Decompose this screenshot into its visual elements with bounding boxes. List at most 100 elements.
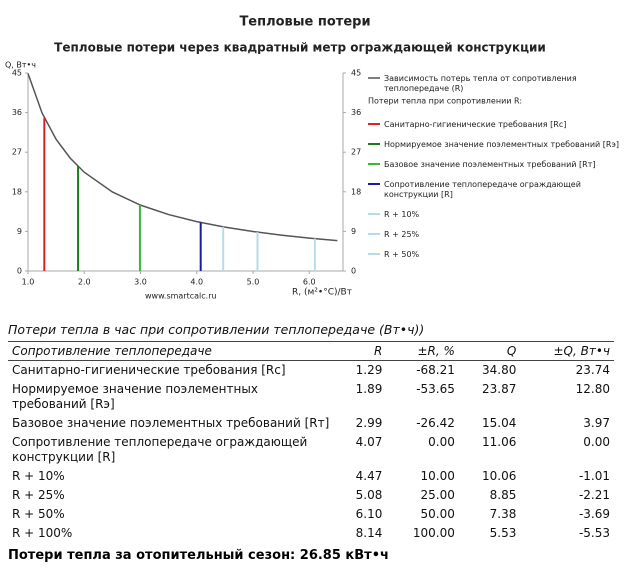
y-tick-label: 36 bbox=[12, 108, 22, 117]
y2-tick-label: 36 bbox=[351, 108, 361, 117]
table-cell: 11.06 bbox=[481, 435, 517, 449]
legend-label: Нормируемое значение поэлементных требов… bbox=[384, 140, 619, 149]
y-tick-label: 0 bbox=[17, 267, 22, 276]
table-cell: R + 100% bbox=[12, 526, 73, 540]
legend-line: R + 25% bbox=[384, 230, 420, 239]
table-row: R + 50% 6.10 50.00 7.38 -3.69 bbox=[8, 505, 614, 524]
table-cell: 10.06 bbox=[481, 469, 517, 483]
x-tick-label: 6.0 bbox=[303, 278, 316, 287]
legend-label: R + 50% bbox=[384, 250, 420, 259]
y-tick-label: 18 bbox=[12, 187, 22, 196]
table-cell: R + 10% bbox=[12, 469, 65, 483]
table-cell: 1.29 bbox=[355, 363, 383, 377]
x-axis-label: R, (м²•°C)/Вт bbox=[292, 288, 352, 298]
table-cell: 6.10 bbox=[355, 507, 383, 521]
table-row: R + 100% 8.14 100.00 5.53 -5.53 bbox=[8, 524, 614, 543]
table-row: Нормируемое значение поэлементных требов… bbox=[8, 380, 614, 414]
table-row: R + 10% 4.47 10.00 10.06 -1.01 bbox=[8, 467, 614, 486]
table-title: Потери тепла в час при сопротивлении теп… bbox=[8, 322, 425, 337]
table-cell: 100.00 bbox=[412, 526, 455, 540]
y2-tick-label: 45 bbox=[351, 69, 361, 78]
footer: Потери тепла за отопительный сезон: 26.8… bbox=[8, 548, 389, 563]
legend-line: конструкции [R] bbox=[384, 190, 453, 199]
table-header-cell: ±R, % bbox=[386, 341, 459, 361]
table-cell: 25.00 bbox=[420, 488, 455, 502]
table-header-cell: R bbox=[336, 341, 387, 361]
table-cell: 7.38 bbox=[489, 507, 517, 521]
y-axis-label: Q, Вт•ч bbox=[5, 61, 36, 70]
legend-line: Санитарно-гигиенические требования [Rс] bbox=[384, 120, 566, 129]
table-cell: -3.69 bbox=[578, 507, 610, 521]
x-tick-label: 1.0 bbox=[22, 278, 35, 287]
table-cell: 23.74 bbox=[575, 363, 610, 377]
table-cell: 2.99 bbox=[355, 416, 383, 430]
table-cell: 23.87 bbox=[481, 382, 517, 396]
table-cell: -5.53 bbox=[578, 526, 610, 540]
legend-line: Нормируемое значение поэлементных требов… bbox=[384, 140, 619, 149]
legend-label: R + 25% bbox=[384, 230, 420, 239]
table-cell: 5.08 bbox=[355, 488, 383, 502]
x-tick-label: 2.0 bbox=[78, 278, 91, 287]
y2-tick-label: 9 bbox=[351, 227, 356, 236]
table-cell: -2.21 bbox=[578, 488, 610, 502]
table-header-cell: Сопротивление теплопередаче bbox=[8, 341, 336, 361]
table-cell: 8.85 bbox=[489, 488, 517, 502]
table-cell: 0.00 bbox=[583, 435, 610, 449]
table-cell: 3.97 bbox=[583, 416, 610, 430]
y2-tick-label: 0 bbox=[351, 267, 356, 276]
table-header-cell: Q bbox=[458, 341, 521, 361]
curve bbox=[27, 73, 338, 242]
table: Сопротивление теплопередаче R ±R, % Q ±Q, Вт… bbox=[8, 341, 614, 543]
legend-line: Зависимость потерь тепла от сопротивлени… bbox=[384, 74, 577, 83]
table-cell: 15.04 bbox=[481, 416, 517, 430]
table-cell: 34.80 bbox=[481, 363, 517, 377]
legend-label: Санитарно-гигиенические требования [Rс] bbox=[384, 120, 566, 129]
x-tick-label: 4.0 bbox=[190, 278, 203, 287]
y-tick-label: 27 bbox=[12, 148, 22, 157]
table-cell: 1.89 bbox=[355, 382, 383, 396]
watermark: www.smartcalc.ru bbox=[145, 292, 217, 301]
chart: Тепловые потери Тепловые потери через кв… bbox=[5, 15, 619, 301]
chart-subtitle: Тепловые потери через квадратный метр ог… bbox=[54, 41, 546, 55]
chart-title: Тепловые потери bbox=[239, 15, 370, 30]
table-cell: Нормируемое значение поэлементных требов… bbox=[12, 382, 258, 411]
legend-line: Сопротивление теплопередаче ограждающей bbox=[384, 180, 581, 189]
legend-label: Сопротивление теплопередаче ограждающей к… bbox=[384, 180, 581, 199]
table-cell: 5.53 bbox=[489, 526, 517, 540]
table-cell: -26.42 bbox=[416, 416, 455, 430]
table-cell: -1.01 bbox=[578, 469, 610, 483]
table-cell: 4.07 bbox=[355, 435, 383, 449]
table-cell: Сопротивление теплопередаче ограждающей … bbox=[12, 435, 308, 464]
table-header-cell: ±Q, Вт•ч bbox=[520, 341, 614, 361]
table-cell: R + 25% bbox=[12, 488, 65, 502]
y-tick-label: 45 bbox=[12, 69, 22, 78]
table-cell: 0.00 bbox=[428, 435, 455, 449]
table-cell: Базовое значение поэлементных требований… bbox=[12, 416, 330, 430]
table-block: Потери тепла в час при сопротивлении теп… bbox=[8, 322, 614, 543]
legend-heading: Потери тепла при сопротивлении R: bbox=[368, 97, 522, 106]
table-cell: R + 50% bbox=[12, 507, 65, 521]
table-cell: 4.47 bbox=[355, 469, 383, 483]
table-row: Сопротивление теплопередаче ограждающей … bbox=[8, 433, 614, 467]
y-tick-label: 9 bbox=[17, 227, 22, 236]
table-cell: 10.00 bbox=[420, 469, 455, 483]
y2-tick-label: 27 bbox=[351, 148, 361, 157]
legend-line: R + 10% bbox=[384, 210, 420, 219]
table-row: Базовое значение поэлементных требований… bbox=[8, 414, 614, 433]
table-row: Санитарно-гигиенические требования [Rс] 1… bbox=[8, 361, 614, 381]
x-tick-label: 3.0 bbox=[134, 278, 147, 287]
table-cell: -68.21 bbox=[416, 363, 455, 377]
table-cell: Санитарно-гигиенические требования [Rс] bbox=[12, 363, 286, 377]
x-tick-label: 5.0 bbox=[247, 278, 260, 287]
legend-label: Зависимость потерь тепла от сопротивлени… bbox=[384, 74, 577, 93]
legend-label: Базовое значение поэлементных требований… bbox=[384, 160, 596, 169]
legend-label: R + 10% bbox=[384, 210, 420, 219]
table-cell: 12.80 bbox=[575, 382, 610, 396]
y2-tick-label: 18 bbox=[351, 187, 361, 196]
table-cell: 8.14 bbox=[355, 526, 383, 540]
legend-line: теплопередаче (R) bbox=[384, 84, 463, 93]
legend-line: Базовое значение поэлементных требований… bbox=[384, 160, 596, 169]
table-row: R + 25% 5.08 25.00 8.85 -2.21 bbox=[8, 486, 614, 505]
legend-line: R + 50% bbox=[384, 250, 420, 259]
